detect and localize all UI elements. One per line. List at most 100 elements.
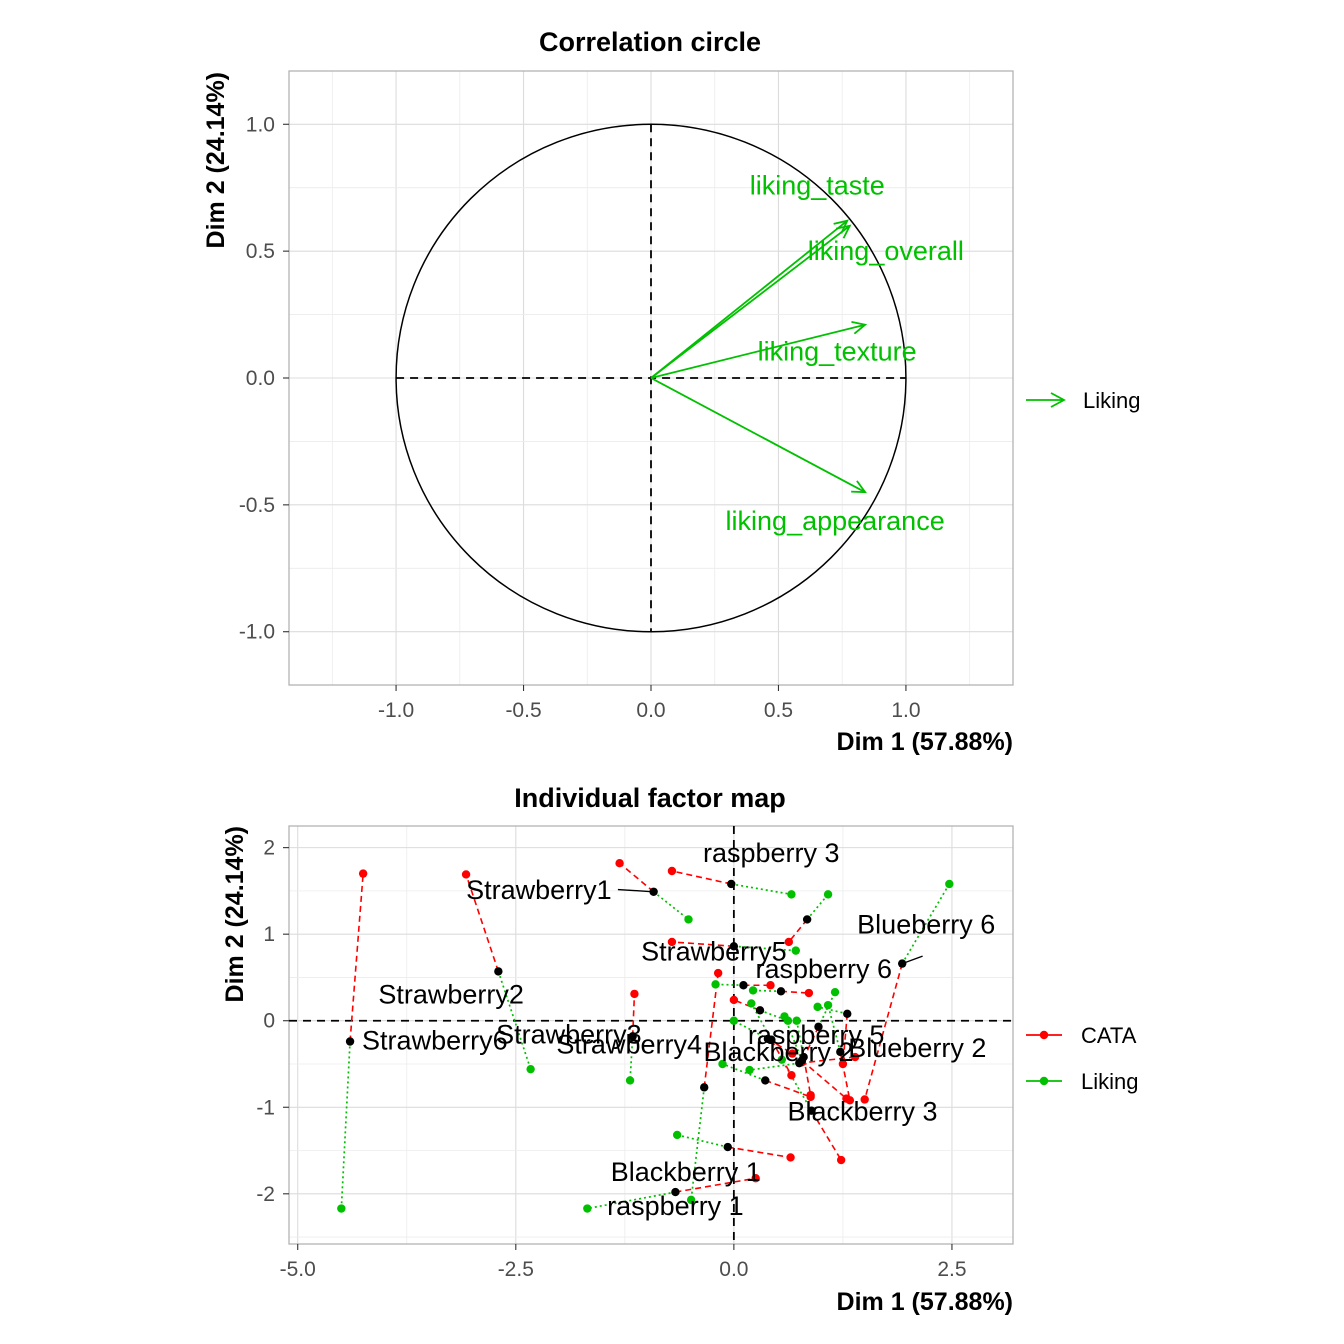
y-tick-label: 0 <box>263 1010 275 1033</box>
mean-point-raspberry-2 <box>755 1006 765 1015</box>
point-label-strawberry5: Strawberry5 <box>641 936 787 966</box>
cata-point-raspberry-2 <box>729 995 739 1005</box>
arrow-label: liking_overall <box>808 236 964 266</box>
liking-point-blueberry-5 <box>745 1065 754 1075</box>
liking-point-strawberry5 <box>791 946 800 955</box>
mean-point-blueberry-1 <box>761 1076 770 1085</box>
panel2-title: Individual factor map <box>514 783 786 813</box>
liking-point-raspberry-1 <box>583 1204 592 1213</box>
point-label-strawberry6: Strawberry6 <box>362 1025 508 1055</box>
arrow-head <box>851 480 867 494</box>
x-tick-label: 1.0 <box>891 699 920 722</box>
cata-point-raspberry-6 <box>766 981 775 990</box>
panel2-legend: CATA Liking <box>1026 1023 1138 1094</box>
partial-links <box>340 862 951 1210</box>
point-label-strawberry1: Strawberry1 <box>466 875 612 905</box>
cata-point-blackberry-4 <box>806 1090 815 1100</box>
legend-liking-arrowhead-icon <box>1050 392 1066 408</box>
cata-point-blackberry-1 <box>786 1153 795 1162</box>
arrow-shaft <box>650 225 851 379</box>
legend-liking-point-icon <box>1039 1076 1049 1086</box>
unit-circle <box>395 123 907 633</box>
y-tick-label: -1 <box>256 1096 275 1119</box>
panel1-y-axis-title: Dim 2 (24.14%) <box>202 72 230 248</box>
cata-point-blueberry-4 <box>804 988 814 998</box>
arrow-shaft <box>650 323 866 379</box>
mean-point-blueberry-3 <box>802 915 812 924</box>
cata-link-blackberry-4 <box>802 1056 812 1096</box>
cata-point-blackberry-5 <box>787 1071 796 1080</box>
mean-point-raspberry-3 <box>727 879 736 889</box>
point-label-strawberry2: Strawberry2 <box>378 979 524 1009</box>
point-label-raspberry-5: raspberry 5 <box>748 1020 885 1050</box>
point-label-blueberry-2: Blueberry 2 <box>848 1033 986 1063</box>
liking-link-blackberry-1 <box>676 1134 728 1148</box>
legend-cata-label: CATA <box>1081 1023 1137 1048</box>
mean-point-blackberry-2 <box>814 1022 823 1031</box>
panel1-x-axis-title: Dim 1 (57.88%) <box>837 728 1013 756</box>
cata-link-blueberry-2 <box>839 1051 851 1101</box>
individual-factor-map-panel: Individual factor map raspberry 3 Strawbe… <box>221 783 1138 1316</box>
panel1-y-ticks: -1.0 -0.5 0.0 0.5 1.0 <box>239 113 289 644</box>
cata-link-blackberry-1 <box>727 1146 791 1159</box>
liking-point-blueberry-3 <box>823 890 833 899</box>
cata-link-raspberry-2 <box>733 999 761 1012</box>
cata-point-blueberry-3 <box>784 937 794 947</box>
liking-point-blackberry-1 <box>672 1130 682 1140</box>
liking-link-blackberry-4 <box>795 1020 805 1058</box>
point-label-raspberry-6: raspberry 6 <box>755 954 892 984</box>
liking-link-blueberry-3 <box>806 893 829 921</box>
legend-liking-label: Liking <box>1081 1069 1138 1094</box>
liking-point-blackberry-3 <box>777 1055 787 1064</box>
x-tick-label: 0.5 <box>764 699 793 722</box>
liking-point-raspberry-6 <box>711 980 720 989</box>
panel1-arrows: liking_taste liking_overall liking_texture… <box>650 171 964 536</box>
cata-link-blueberry-3 <box>788 918 808 943</box>
y-tick-label: 0.0 <box>246 367 275 390</box>
mean-point-strawberry2 <box>494 967 503 976</box>
cata-point-strawberry4 <box>713 968 723 978</box>
liking-link-raspberry-3 <box>731 883 792 896</box>
panel1-legend: Liking <box>1026 388 1140 413</box>
panel2-reference-lines <box>289 826 1013 1244</box>
liking-point-blueberry-6 <box>945 879 954 889</box>
liking-point-strawberry6 <box>337 1204 346 1213</box>
liking-point-strawberry2 <box>526 1064 535 1074</box>
liking-link-blueberry-2 <box>827 1004 842 1053</box>
liking-link-raspberry-4 <box>817 1006 848 1015</box>
mean-point-blueberry-4 <box>776 987 786 996</box>
mean-point-strawberry5 <box>729 942 739 951</box>
mean-point-blackberry-3 <box>807 1106 816 1115</box>
liking-point-blueberry-4 <box>748 986 758 995</box>
mean-point-raspberry-6 <box>739 981 748 990</box>
liking-point-blueberry-1 <box>718 1059 727 1069</box>
cata-point-raspberry-4 <box>838 1059 848 1069</box>
x-tick-label: -0.5 <box>505 699 541 722</box>
y-tick-label: 2 <box>263 837 275 860</box>
cata-link-strawberry3 <box>631 993 636 1037</box>
cata-point-blueberry-6 <box>860 1095 869 1104</box>
y-tick-label: -2 <box>256 1183 275 1206</box>
liking-link-strawberry5 <box>733 945 796 952</box>
y-tick-label: 1.0 <box>246 113 275 136</box>
cata-link-strawberry1 <box>619 862 655 893</box>
panel2-plot-border <box>288 825 1014 1245</box>
mean-point-strawberry6 <box>345 1037 355 1046</box>
mean-point-raspberry-4 <box>843 1009 852 1018</box>
point-label-blueberry-6: Blueberry 6 <box>857 910 995 940</box>
y-tick-label: 1 <box>263 923 275 946</box>
cata-point-raspberry-3 <box>667 866 677 876</box>
arrow-label: liking_texture <box>758 337 917 367</box>
panel2-x-ticks: -5.0 -2.5 0.0 2.5 <box>280 1244 967 1281</box>
point-label-raspberry-1: raspberry 1 <box>607 1191 744 1221</box>
x-tick-label: 2.5 <box>937 1258 966 1281</box>
liking-point-strawberry3 <box>625 1076 635 1085</box>
cata-point-strawberry2 <box>461 870 471 879</box>
liking-point-blackberry-2 <box>830 987 840 997</box>
cata-link-blueberry-4 <box>780 990 809 994</box>
cata-link-strawberry4 <box>703 973 719 1088</box>
arrow-label: liking_appearance <box>726 506 945 536</box>
x-tick-label: -2.5 <box>498 1258 534 1281</box>
liking-point-strawberry4 <box>686 1195 696 1205</box>
